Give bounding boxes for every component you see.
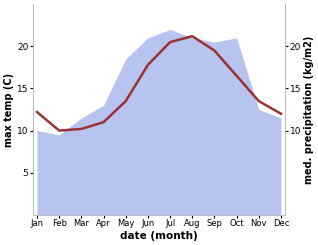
Y-axis label: max temp (C): max temp (C) — [4, 73, 14, 147]
X-axis label: date (month): date (month) — [120, 231, 198, 241]
Y-axis label: med. precipitation (kg/m2): med. precipitation (kg/m2) — [304, 35, 314, 184]
